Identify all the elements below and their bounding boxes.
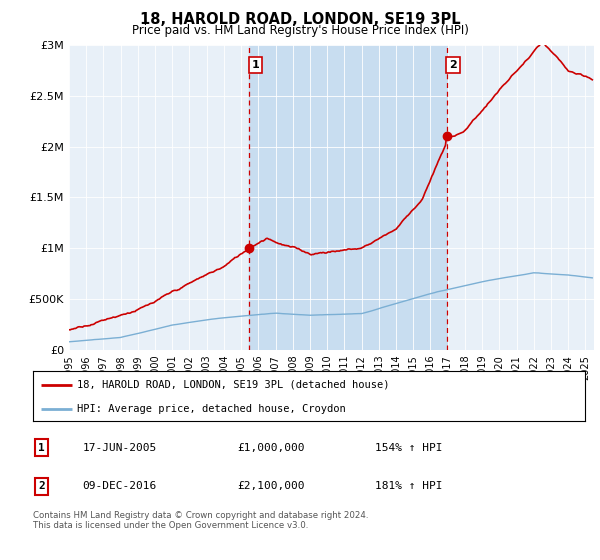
Text: Contains HM Land Registry data © Crown copyright and database right 2024.
This d: Contains HM Land Registry data © Crown c… (33, 511, 368, 530)
Text: £1,000,000: £1,000,000 (237, 442, 305, 452)
Text: 154% ↑ HPI: 154% ↑ HPI (375, 442, 443, 452)
Text: Price paid vs. HM Land Registry's House Price Index (HPI): Price paid vs. HM Land Registry's House … (131, 24, 469, 36)
Text: 17-JUN-2005: 17-JUN-2005 (83, 442, 157, 452)
Text: 181% ↑ HPI: 181% ↑ HPI (375, 481, 443, 491)
Text: 1: 1 (251, 60, 259, 70)
Text: 1: 1 (38, 442, 44, 452)
Text: HPI: Average price, detached house, Croydon: HPI: Average price, detached house, Croy… (77, 404, 346, 413)
Text: 09-DEC-2016: 09-DEC-2016 (83, 481, 157, 491)
Text: £2,100,000: £2,100,000 (237, 481, 305, 491)
Text: 2: 2 (449, 60, 457, 70)
Text: 2: 2 (38, 481, 44, 491)
Text: 18, HAROLD ROAD, LONDON, SE19 3PL: 18, HAROLD ROAD, LONDON, SE19 3PL (140, 12, 460, 27)
Text: 18, HAROLD ROAD, LONDON, SE19 3PL (detached house): 18, HAROLD ROAD, LONDON, SE19 3PL (detac… (77, 380, 389, 390)
Bar (249, 45, 446, 350)
